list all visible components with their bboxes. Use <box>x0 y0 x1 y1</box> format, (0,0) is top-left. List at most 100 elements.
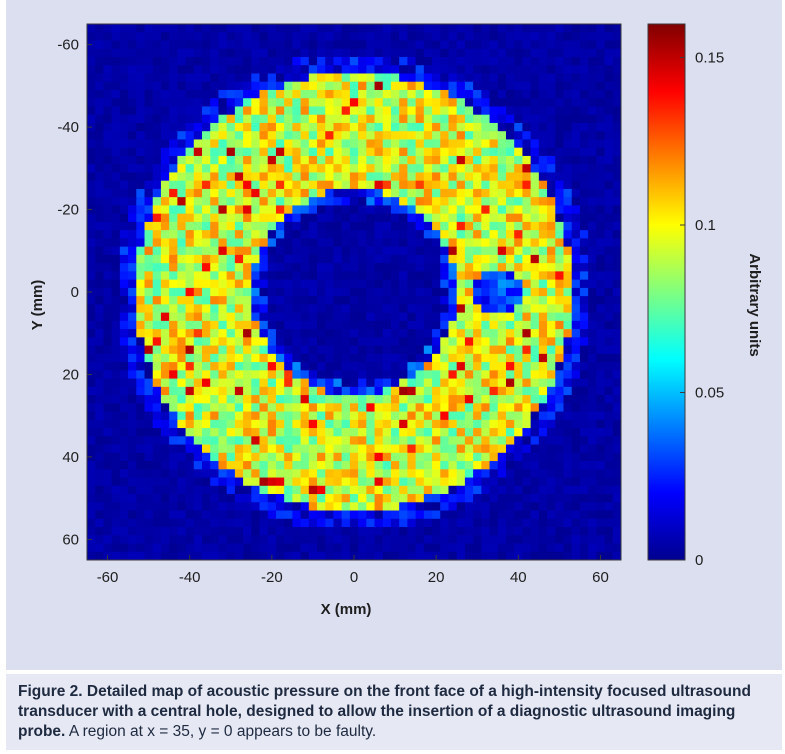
heatmap-cell <box>185 353 195 363</box>
heatmap-cell <box>399 353 408 363</box>
heatmap-cell <box>522 304 532 314</box>
heatmap-cell <box>464 527 474 536</box>
heatmap-cell <box>473 362 482 371</box>
heatmap-cell <box>563 263 573 272</box>
heatmap-cell <box>571 461 581 470</box>
heatmap-cell <box>300 238 310 248</box>
heatmap-cell <box>95 403 105 413</box>
heatmap-cell <box>284 24 293 33</box>
heatmap-cell <box>152 362 162 371</box>
heatmap-cell <box>366 279 376 289</box>
heatmap-cell <box>588 114 597 124</box>
heatmap-cell <box>152 370 162 380</box>
heatmap-cell <box>103 254 113 264</box>
heatmap-cell <box>366 122 376 132</box>
heatmap-cell <box>193 56 203 66</box>
heatmap-cell <box>448 362 458 371</box>
heatmap-cell <box>407 221 417 231</box>
heatmap-cell <box>308 469 318 479</box>
heatmap-cell <box>218 395 228 404</box>
heatmap-cell <box>563 494 573 503</box>
heatmap-cell <box>226 477 236 487</box>
heatmap-cell <box>374 114 384 124</box>
heatmap-cell <box>432 362 441 371</box>
heatmap-cell <box>210 246 220 256</box>
heatmap-cell <box>284 337 293 347</box>
heatmap-cell <box>432 122 441 132</box>
heatmap-cell <box>489 436 499 446</box>
heatmap-cell <box>144 213 154 223</box>
heatmap-cell <box>341 188 351 198</box>
heatmap-cell <box>473 56 482 66</box>
heatmap-cell <box>358 527 367 536</box>
heatmap-cell <box>234 543 244 553</box>
heatmap-cell <box>440 48 450 58</box>
heatmap-cell <box>415 543 425 553</box>
heatmap-cell <box>390 172 400 182</box>
heatmap-cell <box>440 510 450 520</box>
heatmap-cell <box>152 444 162 454</box>
heatmap-cell <box>185 56 195 66</box>
heatmap-cell <box>144 114 154 124</box>
heatmap-cell <box>530 329 540 338</box>
heatmap-cell <box>218 411 228 421</box>
heatmap-cell <box>563 527 573 536</box>
heatmap-cell <box>111 89 121 99</box>
heatmap-cell <box>292 147 302 157</box>
heatmap-cell <box>538 254 548 264</box>
heatmap-cell <box>579 386 589 396</box>
heatmap-cell <box>423 98 433 108</box>
heatmap-cell <box>530 122 540 132</box>
heatmap-cell <box>169 395 178 404</box>
heatmap-cell <box>177 155 187 165</box>
heatmap-cell <box>177 254 187 264</box>
heatmap-cell <box>497 461 507 470</box>
heatmap-cell <box>267 436 277 446</box>
heatmap-cell <box>128 131 137 141</box>
heatmap-cell <box>202 535 211 545</box>
heatmap-cell <box>267 469 277 479</box>
heatmap-cell <box>588 106 597 116</box>
heatmap-cell <box>341 527 351 536</box>
heatmap-cell <box>226 543 236 553</box>
heatmap-cell <box>95 122 105 132</box>
heatmap-cell <box>144 395 154 404</box>
heatmap-cell <box>341 131 351 141</box>
heatmap-cell <box>505 287 515 297</box>
heatmap-cell <box>317 139 326 149</box>
heatmap-cell <box>193 411 203 421</box>
heatmap-cell <box>366 395 376 404</box>
heatmap-cell <box>563 395 573 404</box>
heatmap-cell <box>612 485 621 495</box>
heatmap-cell <box>456 485 466 495</box>
heatmap-cell <box>111 98 121 108</box>
heatmap-cell <box>374 287 384 297</box>
heatmap-cell <box>243 353 252 363</box>
heatmap-cell <box>275 477 285 487</box>
heatmap-cell <box>399 89 408 99</box>
heatmap-cell <box>136 65 146 75</box>
heatmap-cell <box>390 246 400 256</box>
heatmap-cell <box>604 469 614 479</box>
heatmap-cell <box>308 518 318 528</box>
heatmap-cell <box>547 246 556 256</box>
heatmap-cell <box>555 238 565 248</box>
heatmap-cell <box>144 543 154 553</box>
heatmap-cell <box>152 551 162 560</box>
heatmap-cell <box>538 98 548 108</box>
heatmap-cell <box>259 89 269 99</box>
heatmap-cell <box>514 518 524 528</box>
heatmap-cell <box>464 221 474 231</box>
heatmap-cell <box>349 494 359 503</box>
heatmap-cell <box>604 254 614 264</box>
heatmap-cell <box>399 205 408 215</box>
heatmap-cell <box>210 164 220 174</box>
heatmap-cell <box>103 172 113 182</box>
heatmap-cell <box>604 452 614 462</box>
heatmap-cell <box>390 494 400 503</box>
heatmap-cell <box>407 81 417 91</box>
heatmap-cell <box>522 205 532 215</box>
heatmap-cell <box>218 238 228 248</box>
heatmap-cell <box>95 238 105 248</box>
heatmap-cell <box>267 461 277 470</box>
